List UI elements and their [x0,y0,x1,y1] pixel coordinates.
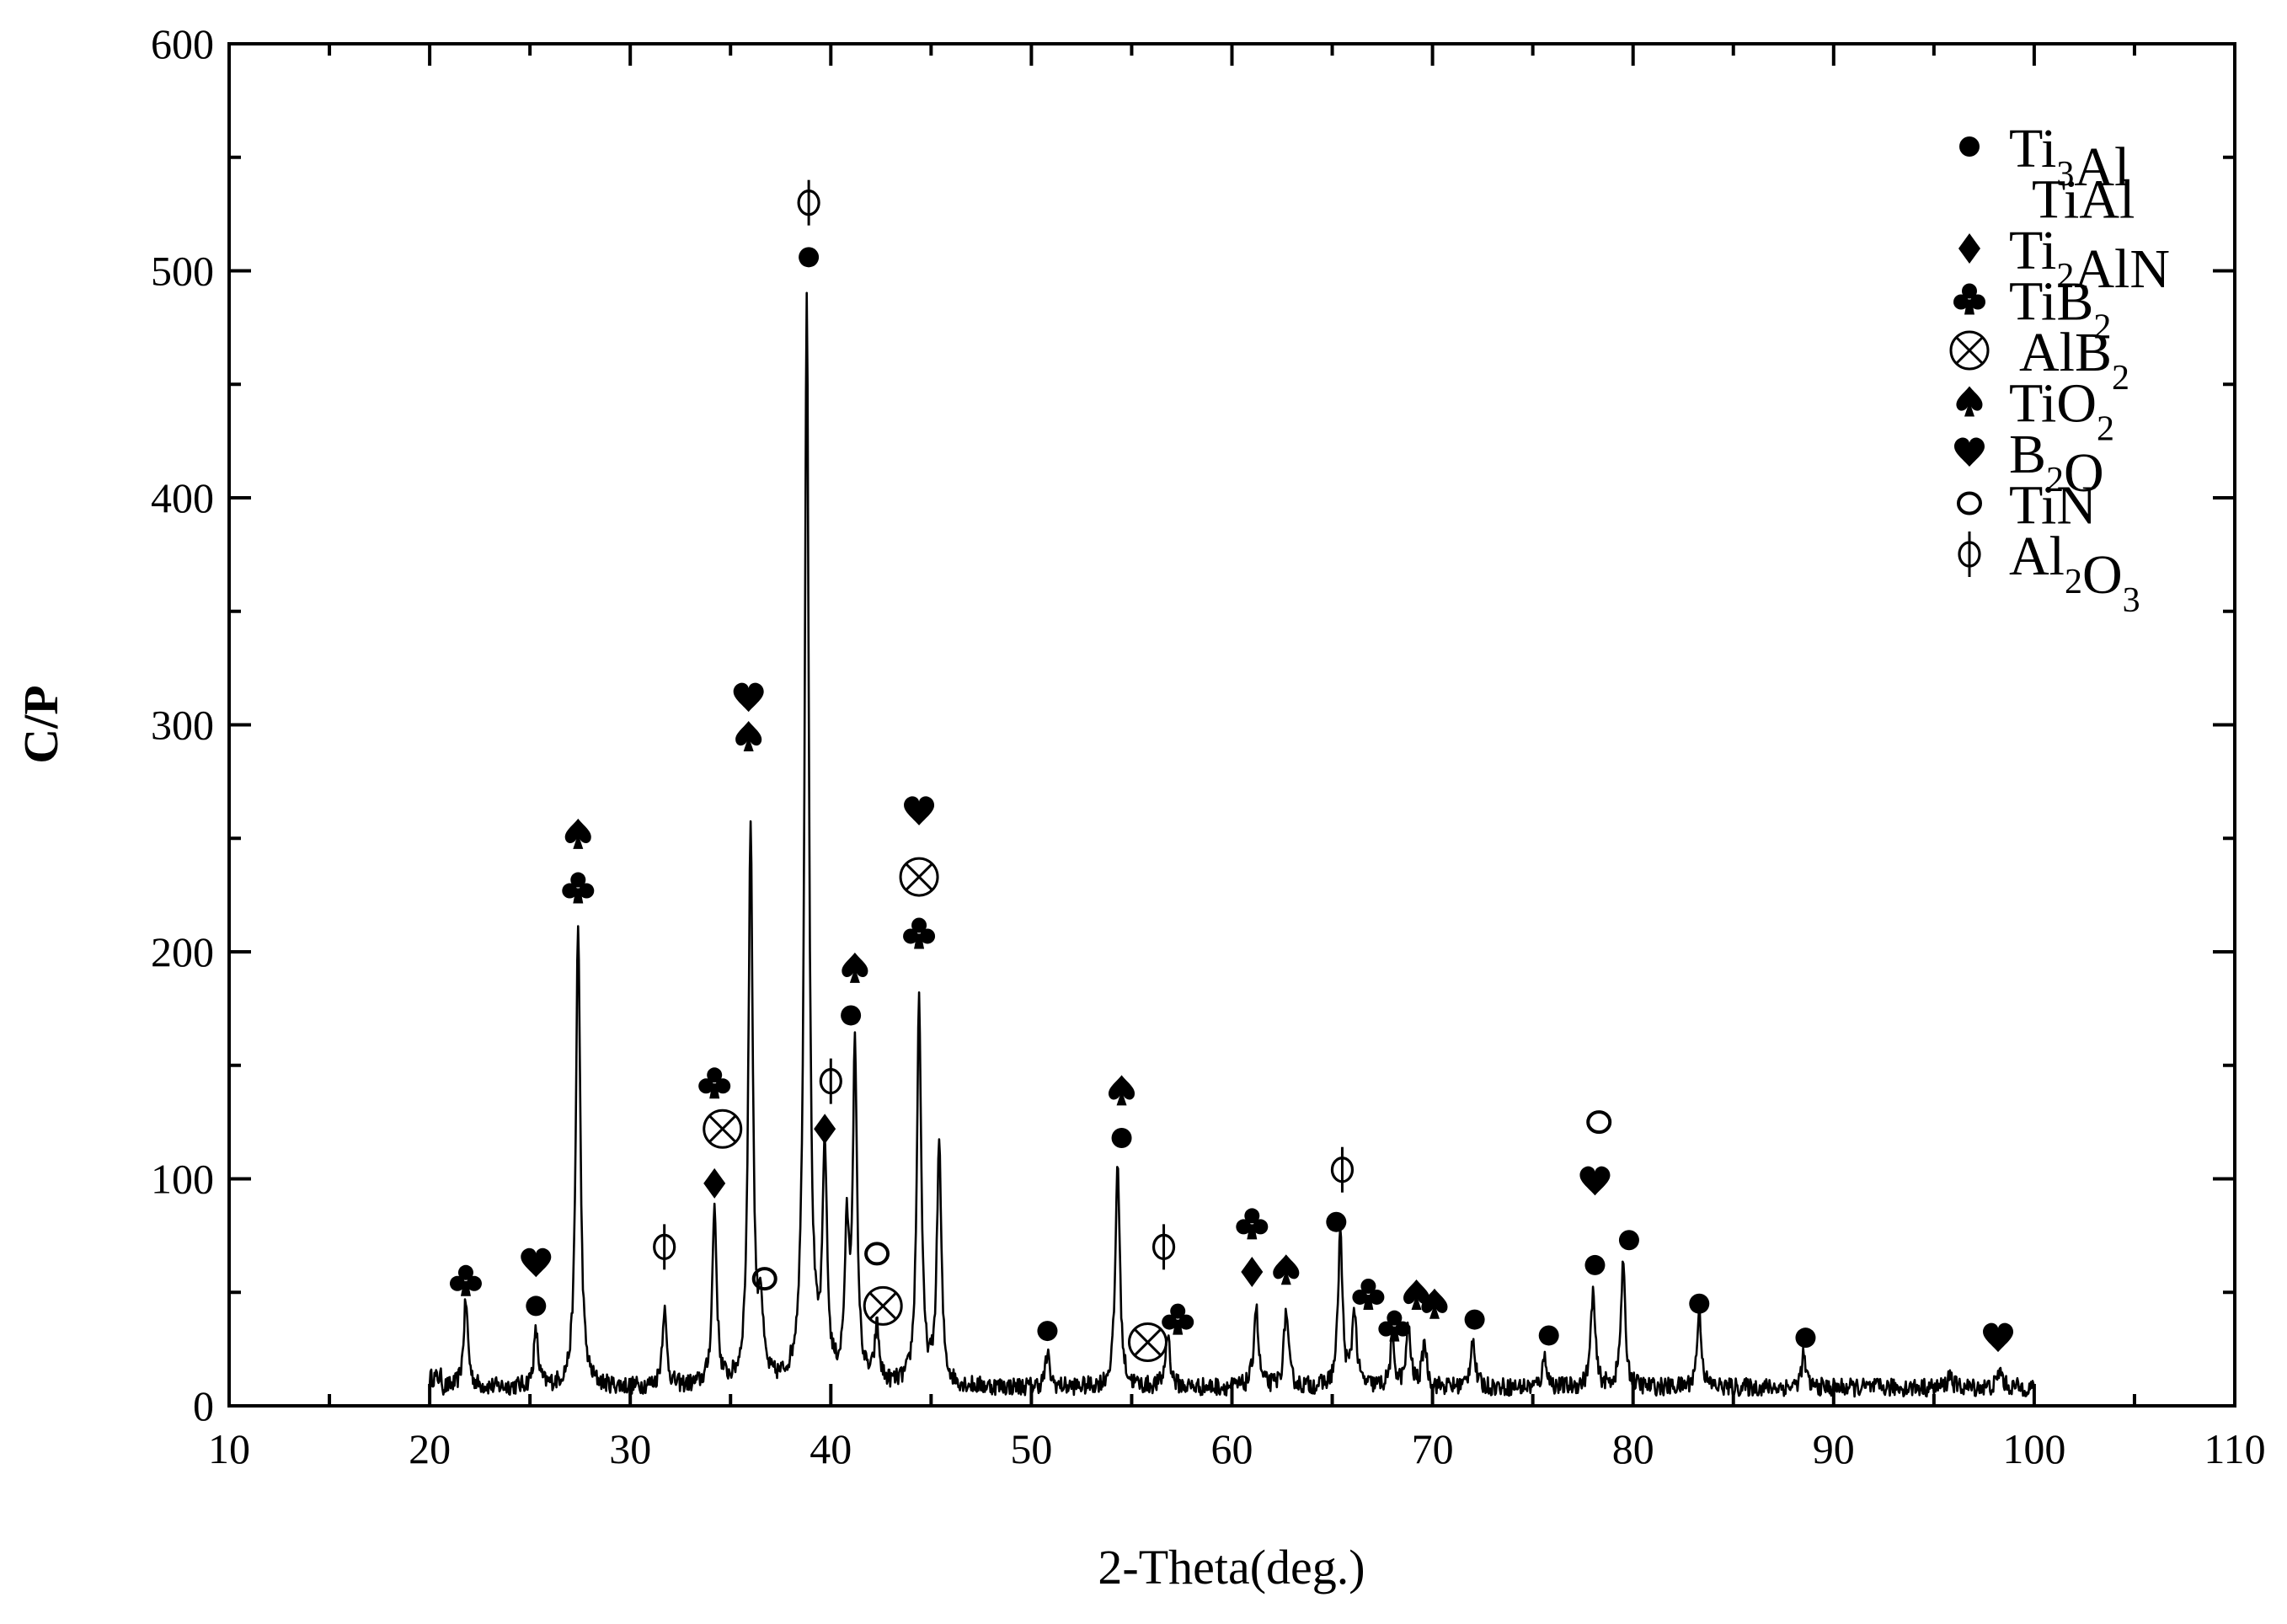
legend-label: TiO2 [2009,373,2114,449]
legend-symbol-diamond [1958,233,1980,264]
peak-marker-otimes [863,1285,903,1326]
peak-marker-circle [799,247,820,268]
x-tick-label: 100 [2002,1425,2065,1472]
peak-marker-diamond [703,1167,726,1199]
peak-marker-club [449,1264,482,1296]
peak-marker-circle [1326,1211,1347,1232]
peak-markers [449,179,2014,1363]
peak-marker-circle [1037,1321,1058,1342]
peak-marker-spade [842,952,868,983]
peak-marker-o [864,1242,890,1266]
x-tick-label: 30 [609,1425,651,1472]
peak-marker-heart [733,682,764,713]
x-tick-label: 40 [810,1425,852,1472]
x-tick-label: 10 [208,1425,250,1472]
peak-marker-circle [526,1295,547,1317]
peak-marker-spade [1421,1288,1448,1319]
peak-marker-circle [1538,1325,1559,1346]
y-tick-label: 400 [151,474,214,521]
y-tick-label: 200 [151,928,214,975]
legend-symbol-otimes [1949,330,1990,371]
peak-marker-spade [1273,1254,1300,1285]
peak-marker-diamond [814,1114,836,1145]
y-tick-label: 600 [151,20,214,67]
peak-marker-diamond [1241,1256,1264,1287]
peak-marker-club [1352,1278,1385,1310]
peak-marker-club [1236,1208,1269,1240]
legend-symbol-spade [1956,386,1983,417]
legend-symbol-phi [1958,532,1981,577]
peak-marker-spade [1109,1075,1135,1106]
tick-labels: 10 20 30 40 50 60 70 80 90 100 110 0 100 200 300 400 500… [151,20,2266,1472]
x-tick-label: 90 [1813,1425,1855,1472]
y-axis-title: C/P [13,685,68,763]
xrd-trace [428,291,2036,1398]
peak-marker-circle [1618,1230,1639,1251]
legend-symbol-o [1957,491,1982,516]
peak-marker-club [903,917,936,949]
peak-marker-circle [1795,1328,1816,1349]
y-tick-label: 0 [193,1382,214,1429]
legend-label: B2O [2009,424,2104,504]
x-axis-title: 2-Theta(deg.) [1098,1540,1365,1595]
peak-marker-club [1378,1310,1411,1342]
y-tick-label: 100 [151,1156,214,1203]
x-tick-label: 50 [1010,1425,1052,1472]
y-tick-label: 500 [151,248,214,295]
peak-marker-phi [819,1058,842,1104]
peak-marker-spade [735,720,762,751]
legend-label: TiAl [2032,169,2135,231]
peak-marker-o [751,1267,777,1291]
peak-marker-club [698,1067,731,1099]
legend-label: Al2O3 [2009,526,2140,620]
legend-label: TiN [2009,475,2097,537]
peak-marker-circle [1689,1293,1710,1314]
peak-marker-circle [1111,1127,1132,1148]
x-tick-label: 60 [1211,1425,1253,1472]
peak-marker-otimes [1127,1322,1168,1363]
peak-marker-phi [653,1224,676,1270]
legend-symbol-circle [1959,136,1980,157]
peak-marker-otimes [899,857,939,897]
peak-marker-heart [904,796,935,825]
peak-marker-circle [1464,1309,1485,1330]
y-tick-label: 300 [151,702,214,749]
legend-symbol-heart [1954,437,1985,467]
legend-symbol-club [1953,283,1985,315]
peak-marker-club [562,872,595,904]
x-tick-label: 80 [1612,1425,1654,1472]
peak-marker-otimes [703,1108,743,1149]
peak-marker-phi [797,179,820,226]
legend-label: Ti2AlN [2009,220,2170,300]
peak-marker-o [1586,1110,1612,1135]
peak-marker-heart [1579,1166,1611,1196]
plot-frame [227,42,2236,1408]
x-tick-label: 70 [1412,1425,1454,1472]
axis-ticks [227,42,2236,1408]
peak-marker-spade [564,818,591,849]
x-tick-label: 20 [409,1425,451,1472]
peak-marker-heart [1983,1322,2014,1353]
peak-marker-phi [1152,1224,1176,1270]
legend-label: TiB2 [2009,271,2111,347]
legend-label: Ti3Al [2009,118,2129,198]
x-tick-label: 110 [2204,1425,2265,1472]
legend-label: AlB2 [2019,322,2129,398]
xrd-trace-group [428,291,2036,1398]
peak-marker-circle [841,1005,862,1026]
peak-marker-circle [1584,1254,1606,1275]
peak-marker-phi [1330,1146,1355,1193]
peak-marker-club [1162,1303,1194,1335]
peak-marker-heart [521,1247,552,1278]
